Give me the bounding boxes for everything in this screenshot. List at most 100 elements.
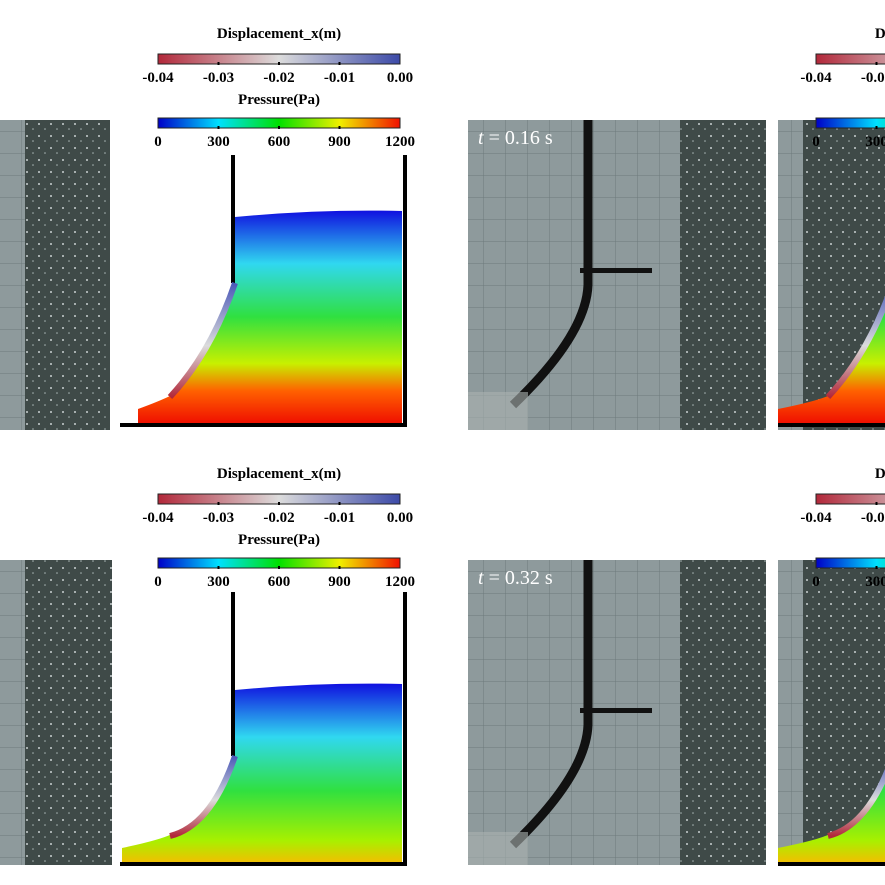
- colorbar-tick-mark: [875, 126, 878, 129]
- colorbar-tick-mark: [217, 62, 220, 65]
- support-bar: [580, 268, 652, 273]
- tank-floor: [120, 862, 407, 866]
- pressure-colorbar-title: Pressure(Pa): [238, 92, 320, 108]
- displacement-tick-label: -0.01: [324, 510, 355, 526]
- pressure-tick-label: 600: [268, 574, 291, 590]
- colorbar-tick-mark: [278, 502, 280, 505]
- displacement-tick-label: -0.02: [263, 510, 294, 526]
- experiment-photo: [0, 560, 112, 865]
- simulation-panel: [778, 296, 885, 427]
- displacement-colorbar: [815, 493, 885, 505]
- time-symbol: t: [478, 567, 484, 589]
- displacement-tick-label: -0.01: [324, 70, 355, 86]
- colorbar-tick-mark: [338, 502, 341, 505]
- displacement-tick-label: -0.03: [203, 510, 234, 526]
- colorbar-tick-mark: [338, 62, 341, 65]
- displacement-tick-label: -0.04: [800, 70, 832, 86]
- pressure-tick-label: 300: [865, 134, 885, 150]
- pressure-colorbar-title: Pressure(Pa): [238, 532, 320, 548]
- colorbar-tick-mark: [278, 62, 280, 65]
- colorbar-tick-mark: [217, 502, 220, 505]
- fluid-pressure-field: [138, 210, 402, 423]
- displacement-tick-label: -0.04: [800, 510, 832, 526]
- displacement-colorbar-title: Displacement_x(m): [875, 466, 885, 482]
- tank-right-wall: [403, 592, 407, 864]
- simulation-panel: [120, 155, 407, 427]
- experiment-photo: [778, 560, 885, 865]
- pressure-tick-label: 900: [328, 134, 351, 150]
- colorbar-tick-mark: [278, 566, 280, 569]
- tank-floor: [120, 423, 407, 427]
- pressure-tick-label: 1200: [385, 134, 415, 150]
- elastic-plate-photo: [509, 560, 593, 849]
- water-spray: [468, 392, 528, 430]
- gate-wall: [231, 592, 235, 756]
- experiment-photo: [778, 120, 885, 430]
- time-label: t = 0.16 s: [478, 127, 553, 149]
- displacement-colorbar-title: Displacement_x(m): [875, 26, 885, 42]
- colorbar-group: Displacement_x(m) -0.04 -0.03 -0.02 -0.01 0.0…: [142, 26, 415, 150]
- pressure-colorbar: [815, 557, 885, 569]
- colorbar-tick-mark: [278, 126, 280, 129]
- displacement-tick-label: -0.04: [142, 70, 174, 86]
- gate-structure: [25, 120, 110, 430]
- pressure-colorbar: [815, 117, 885, 129]
- colorbar-group: Displacement_x(m)-0.04-0.03-0.02-0.010.0…: [800, 466, 885, 590]
- colorbar-group: Displacement_x(m)-0.04-0.03-0.02-0.010.0…: [800, 26, 885, 150]
- elastic-plate: [169, 755, 238, 839]
- experiment-photo: t = 0.32 s: [468, 560, 766, 865]
- colorbar-tick-mark: [875, 62, 878, 65]
- colorbar-tick-mark: [875, 502, 878, 505]
- elastic-plate-photo: [509, 120, 593, 409]
- pressure-tick-label: 0: [812, 134, 820, 150]
- colorbar-tick-mark: [217, 566, 220, 569]
- fluid-pressure-field: [778, 305, 885, 423]
- displacement-tick-label: -0.02: [263, 70, 294, 86]
- displacement-colorbar: [815, 53, 885, 65]
- pressure-tick-label: 600: [268, 134, 291, 150]
- displacement-colorbar-title: Displacement_x(m): [217, 466, 341, 482]
- elastic-plate: [825, 296, 885, 400]
- colorbar-group: Displacement_x(m) -0.04 -0.03 -0.02 -0.01 0.0…: [142, 466, 415, 590]
- support-bar: [580, 708, 652, 713]
- colorbar-tick-mark: [217, 126, 220, 129]
- water-spray: [468, 832, 528, 865]
- elastic-plate: [167, 282, 238, 400]
- gate-wall: [231, 155, 235, 283]
- simulation-panel: [120, 592, 407, 866]
- tank-floor: [778, 862, 885, 866]
- fluid-pressure-field: [778, 777, 885, 862]
- colorbar-tick-mark: [338, 126, 341, 129]
- gate-structure: [25, 560, 112, 865]
- pressure-tick-label: 0: [154, 574, 162, 590]
- pressure-tick-label: 0: [812, 574, 820, 590]
- pressure-tick-label: 300: [865, 574, 885, 590]
- experiment-photo: [0, 120, 110, 430]
- displacement-tick-label: 0.00: [387, 70, 413, 86]
- pressure-tick-label: 0: [154, 134, 162, 150]
- pressure-tick-label: 1200: [385, 574, 415, 590]
- time-label: t = 0.32 s: [478, 567, 553, 589]
- elastic-plate: [827, 768, 885, 839]
- time-value: = 0.16 s: [484, 127, 553, 149]
- time-symbol: t: [478, 127, 484, 149]
- displacement-tick-label: -0.03: [861, 510, 885, 526]
- gate-structure: [680, 120, 766, 430]
- displacement-tick-label: -0.03: [203, 70, 234, 86]
- time-value: = 0.32 s: [484, 567, 553, 589]
- pressure-tick-label: 900: [328, 574, 351, 590]
- colorbar-tick-mark: [338, 566, 341, 569]
- displacement-tick-label: -0.03: [861, 70, 885, 86]
- colorbar-tick-mark: [875, 566, 878, 569]
- displacement-tick-label: 0.00: [387, 510, 413, 526]
- tank-right-wall: [403, 155, 407, 425]
- gate-structure: [680, 560, 766, 865]
- displacement-colorbar-title: Displacement_x(m): [217, 26, 341, 42]
- displacement-tick-label: -0.04: [142, 510, 174, 526]
- experiment-photo: t = 0.16 s: [468, 120, 766, 430]
- fluid-pressure-field: [122, 683, 402, 862]
- simulation-panel: [778, 768, 885, 866]
- tank-floor: [778, 423, 885, 427]
- pressure-tick-label: 300: [207, 134, 230, 150]
